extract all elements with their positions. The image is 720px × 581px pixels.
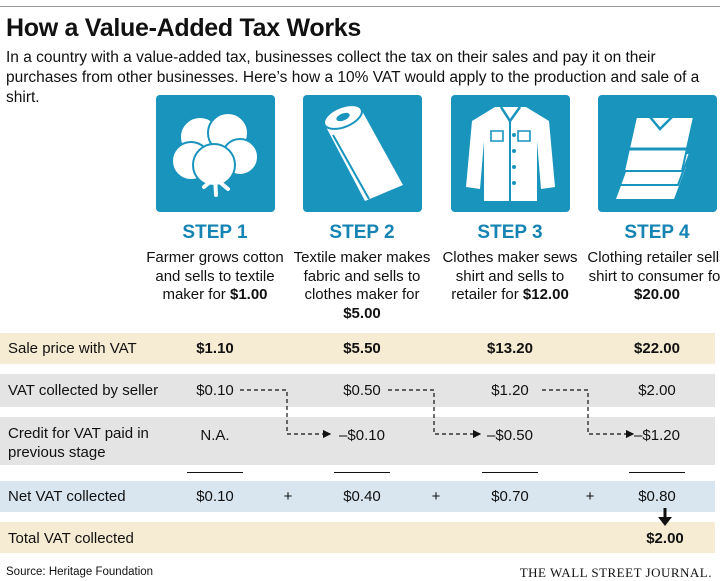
net-vat-value: $0.40 <box>343 488 381 505</box>
step-4-label: STEP 4 <box>624 222 690 243</box>
sum-rule <box>482 472 538 473</box>
vat-collected-value: $2.00 <box>638 382 676 399</box>
step-1-description: Farmer grows cotton and sells to textile… <box>146 249 284 304</box>
vat-collected-value: $0.10 <box>196 382 234 399</box>
plus-sign: + <box>431 488 441 505</box>
dashed-arrow <box>240 389 332 439</box>
credit-value: N.A. <box>200 427 230 444</box>
publisher-logo: THE WALL STREET JOURNAL. <box>519 565 712 580</box>
step-2-label: STEP 2 <box>329 222 395 243</box>
page-title: How a Value-Added Tax Works <box>6 14 361 42</box>
subtitle: In a country with a value-added tax, bus… <box>6 49 700 106</box>
vat-collected-label: VAT collected by seller <box>8 382 159 399</box>
net-vat-value: $0.70 <box>491 488 529 505</box>
sale-price-label: Sale price with VAT <box>8 340 137 357</box>
vat-collected-value: $0.50 <box>343 382 381 399</box>
net-vat-value: $0.80 <box>638 488 676 505</box>
credit-row <box>0 417 715 465</box>
sale-price-value: $5.50 <box>343 340 381 357</box>
credit-value: –$1.20 <box>634 427 680 444</box>
fabric-roll-icon <box>303 95 422 212</box>
credit-label: Credit for VAT paid in previous stage <box>8 425 149 461</box>
sum-rule <box>629 472 685 473</box>
net-vat-value: $0.10 <box>196 488 234 505</box>
sum-rule <box>334 472 390 473</box>
top-rule <box>0 6 720 7</box>
total-vat-label: Total VAT collected <box>8 530 134 547</box>
sum-rule <box>187 472 243 473</box>
credit-value: –$0.10 <box>339 427 385 444</box>
credit-value: –$0.50 <box>487 427 533 444</box>
vat-collected-value: $1.20 <box>491 382 529 399</box>
source-note: Source: Heritage Foundation <box>6 566 154 578</box>
folded-shirts-icon <box>598 95 717 212</box>
plus-sign: + <box>585 488 595 505</box>
sale-price-value: $1.10 <box>196 340 234 357</box>
dashed-arrow <box>542 389 635 439</box>
total-vat-value: $2.00 <box>646 530 684 547</box>
shirt-icon <box>451 95 570 212</box>
down-arrow-icon <box>658 517 672 526</box>
step-4-description: Clothing retailer sells shirt to consume… <box>587 249 720 304</box>
step-3-label: STEP 3 <box>477 222 543 243</box>
sale-price-row <box>0 333 715 364</box>
sale-price-value: $13.20 <box>487 340 533 357</box>
net-vat-row <box>0 481 715 512</box>
net-vat-label: Net VAT collected <box>8 488 126 505</box>
vat-collected-row <box>0 374 715 407</box>
sale-price-value: $22.00 <box>634 340 680 357</box>
dashed-arrow <box>388 389 482 439</box>
step-2-description: Textile maker makes fabric and sells to … <box>293 249 431 322</box>
cotton-boll-icon <box>156 95 275 212</box>
step-1-label: STEP 1 <box>182 222 248 243</box>
step-3-description: Clothes maker sews shirt and sells to re… <box>442 249 578 304</box>
plus-sign: + <box>283 488 293 505</box>
total-vat-row <box>0 522 715 553</box>
